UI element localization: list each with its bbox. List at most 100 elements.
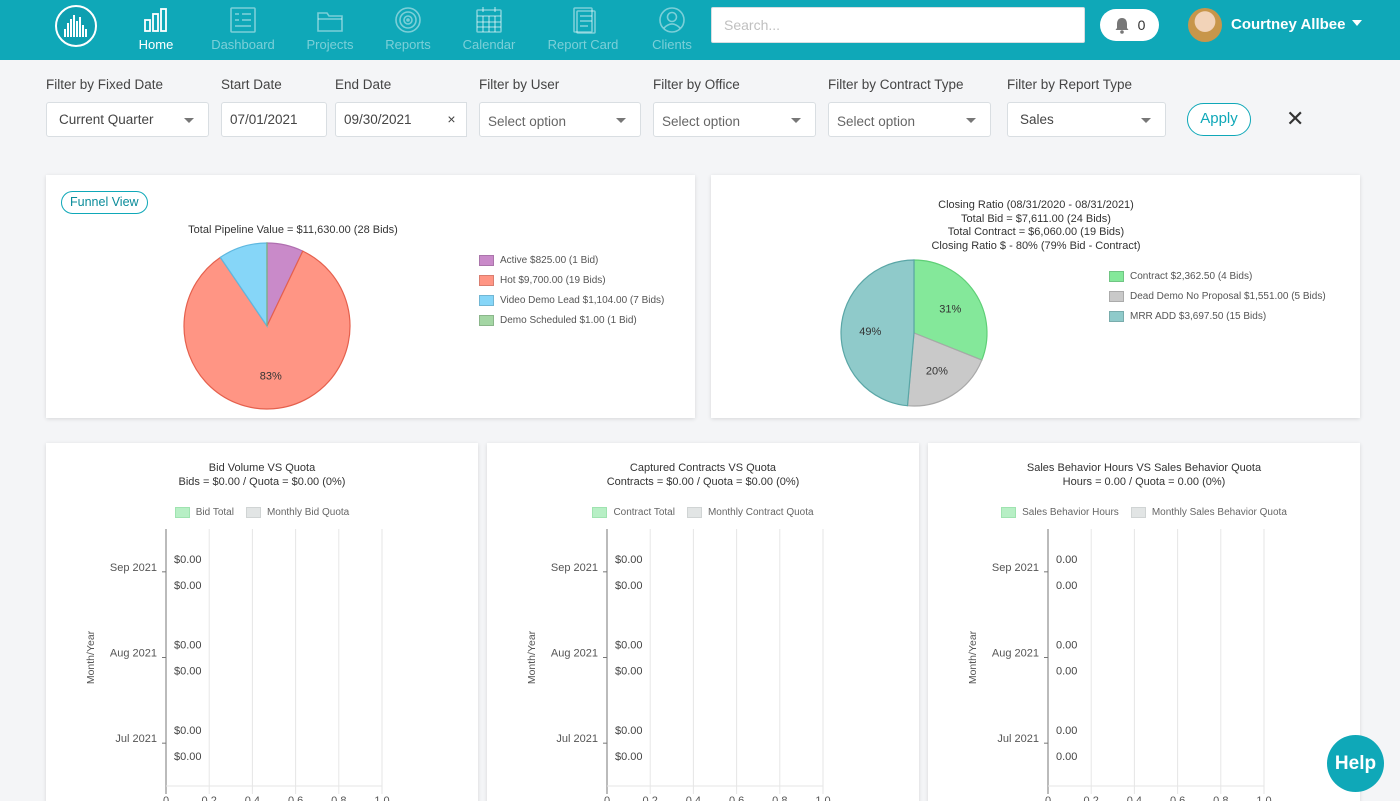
- search-input[interactable]: [711, 7, 1085, 43]
- legend-item-monthly-contract-quota[interactable]: Monthly Contract Quota: [686, 507, 814, 518]
- top-nav-bar: Home Dashboard Projects Reports Calendar…: [0, 0, 1400, 60]
- legend-label: Bid Total: [195, 507, 234, 518]
- legend-item-monthly-bid-quota[interactable]: Monthly Bid Quota: [245, 507, 349, 518]
- legend-swatch: [174, 507, 190, 518]
- bell-icon: [1115, 17, 1129, 34]
- legend-label: MRR ADD $3,697.50 (15 Bids): [1130, 310, 1267, 322]
- legend-swatch: [479, 314, 494, 326]
- apply-button[interactable]: Apply: [1187, 103, 1251, 136]
- nav-clients[interactable]: Clients: [649, 0, 695, 60]
- y-category-label: Sep 2021: [551, 562, 598, 574]
- clear-end-date-button[interactable]: ×: [437, 102, 467, 137]
- closing-ratio-pie-slice[interactable]: [906, 332, 983, 407]
- legend-swatch: [1109, 290, 1124, 302]
- sales-behavior-chart-card: Sales Behavior Hours VS Sales Behavior Q…: [928, 443, 1360, 801]
- caret-down-icon: [616, 118, 626, 123]
- funnel-view-button[interactable]: Funnel View: [61, 191, 148, 214]
- nav-dashboard[interactable]: Dashboard: [208, 0, 278, 60]
- user-filter-select[interactable]: Select option: [479, 102, 641, 137]
- x-tick-label: 0.2: [1084, 795, 1099, 801]
- bar-value-label: $0.00: [615, 751, 643, 763]
- legend-item-demo-scheduled[interactable]: Demo Scheduled $1.00 (1 Bid): [479, 310, 664, 330]
- nav-report-card[interactable]: Report Card: [545, 0, 621, 60]
- nav-calendar[interactable]: Calendar: [461, 0, 517, 60]
- chevron-down-icon[interactable]: [1352, 20, 1362, 26]
- pipeline-chart-card: Funnel View Total Pipeline Value = $11,6…: [46, 175, 695, 418]
- user-name[interactable]: Courtney Allbee: [1231, 16, 1346, 33]
- closing-ratio-pie-data-label: 49%: [859, 326, 881, 338]
- contract-type-filter-value: Select option: [837, 114, 916, 129]
- contract-type-filter-select[interactable]: Select option: [828, 102, 991, 137]
- nav-calendar-label: Calendar: [462, 37, 516, 52]
- pipeline-pie-data-label: 83%: [260, 371, 282, 383]
- sales-behavior-subtitle: Hours = 0.00 / Quota = 0.00 (0%): [1062, 476, 1226, 488]
- legend-item-video-demo-lead[interactable]: Video Demo Lead $1,104.00 (7 Bids): [479, 290, 664, 310]
- legend-label: Monthly Contract Quota: [707, 507, 814, 518]
- bid-volume-title: Bid Volume VS Quota: [208, 462, 316, 474]
- legend-label: Video Demo Lead $1,104.00 (7 Bids): [500, 294, 665, 306]
- contract-type-filter-label: Filter by Contract Type: [828, 77, 964, 92]
- office-filter-label: Filter by Office: [653, 77, 740, 92]
- legend-swatch: [1001, 507, 1017, 518]
- y-axis-title: Month/Year: [967, 630, 979, 684]
- y-axis-title: Month/Year: [85, 630, 97, 684]
- report-type-filter-select[interactable]: Sales: [1007, 102, 1166, 137]
- legend-item-contract[interactable]: Contract $2,362.50 (4 Bids): [1109, 266, 1326, 286]
- x-tick-label: 0: [163, 795, 169, 801]
- legend-item-bid-total[interactable]: Bid Total: [174, 507, 234, 518]
- bar-value-label: 0.00: [1056, 725, 1077, 737]
- bid-volume-bar-chart: 0 0.2 0.4 0.6 0.8 1.0 Sep 2021 $0.00 $0.00 Aug 20…: [85, 529, 390, 801]
- pipeline-chart-title: Total Pipeline Value = $11,630.00 (28 Bi…: [188, 224, 398, 236]
- user-filter-label: Filter by User: [479, 77, 560, 92]
- legend-item-active[interactable]: Active $825.00 (1 Bid): [479, 250, 664, 270]
- close-icon[interactable]: ✕: [1286, 106, 1305, 131]
- legend-item-monthly-sales-behavior-quota[interactable]: Monthly Sales Behavior Quota: [1130, 507, 1287, 518]
- y-category-label: Jul 2021: [556, 733, 598, 745]
- x-tick-label: 0.6: [1170, 795, 1185, 801]
- end-date-input[interactable]: 09/30/2021: [335, 102, 438, 137]
- closing-ratio-total-bid: Total Bid = $7,611.00 (24 Bids): [961, 212, 1111, 225]
- bar-value-label: $0.00: [174, 554, 202, 566]
- legend-item-contract-total[interactable]: Contract Total: [592, 507, 675, 518]
- closing-ratio-pie-slice[interactable]: [840, 259, 915, 407]
- nav-reports[interactable]: Reports: [383, 0, 433, 60]
- captured-contracts-bar-chart: 0 0.2 0.4 0.6 0.8 1.0 Sep 2021 $0.00 $0.00 Aug 20…: [526, 529, 831, 801]
- bid-volume-subtitle: Bids = $0.00 / Quota = $0.00 (0%): [178, 476, 346, 488]
- fixed-date-select[interactable]: Current Quarter: [46, 102, 209, 137]
- app-logo[interactable]: [55, 5, 97, 47]
- nav-home-label: Home: [138, 37, 174, 52]
- closing-ratio-chart-card: Closing Ratio (08/31/2020 - 08/31/2021) …: [711, 175, 1360, 418]
- x-tick-label: 0.8: [331, 795, 346, 801]
- pipeline-pie-slice[interactable]: [183, 250, 351, 410]
- office-filter-select[interactable]: Select option: [653, 102, 816, 137]
- closing-ratio-pie-data-label: 20%: [926, 365, 948, 377]
- legend-swatch: [592, 507, 608, 518]
- report-type-filter-label: Filter by Report Type: [1007, 77, 1133, 92]
- legend-label: Hot $9,700.00 (19 Bids): [500, 274, 606, 286]
- target-icon: [395, 7, 421, 33]
- sales-behavior-bar-chart: 0 0.2 0.4 0.6 0.8 1.0 Sep 2021 0.00 0.00 Aug 2021…: [967, 529, 1272, 801]
- nav-home[interactable]: Home: [136, 0, 176, 60]
- bar-value-label: $0.00: [174, 725, 202, 737]
- bar-chart-icon: [144, 8, 167, 32]
- logo-bars-icon: [64, 15, 87, 37]
- start-date-input[interactable]: 07/01/2021: [221, 102, 327, 137]
- y-category-label: Sep 2021: [992, 562, 1039, 574]
- legend-item-hot[interactable]: Hot $9,700.00 (19 Bids): [479, 270, 664, 290]
- legend-item-dead-demo[interactable]: Dead Demo No Proposal $1,551.00 (5 Bids): [1109, 286, 1326, 306]
- x-tick-label: 0.2: [202, 795, 217, 801]
- legend-item-mrr-add[interactable]: MRR ADD $3,697.50 (15 Bids): [1109, 306, 1326, 326]
- bar-value-label: 0.00: [1056, 751, 1077, 763]
- avatar[interactable]: [1188, 8, 1222, 42]
- y-category-label: Jul 2021: [997, 733, 1039, 745]
- pipeline-pie-chart: 83%: [183, 242, 351, 410]
- user-circle-icon: [659, 7, 685, 33]
- closing-ratio-pie-slice[interactable]: [913, 259, 988, 361]
- notifications-button[interactable]: 0: [1100, 9, 1159, 41]
- bar-value-label: $0.00: [615, 554, 643, 566]
- x-tick-label: 0.4: [1127, 795, 1142, 801]
- help-button[interactable]: Help: [1327, 735, 1384, 792]
- nav-projects[interactable]: Projects: [304, 0, 356, 60]
- legend-item-sales-behavior-hours[interactable]: Sales Behavior Hours: [1001, 507, 1119, 518]
- x-tick-label: 0.6: [288, 795, 303, 801]
